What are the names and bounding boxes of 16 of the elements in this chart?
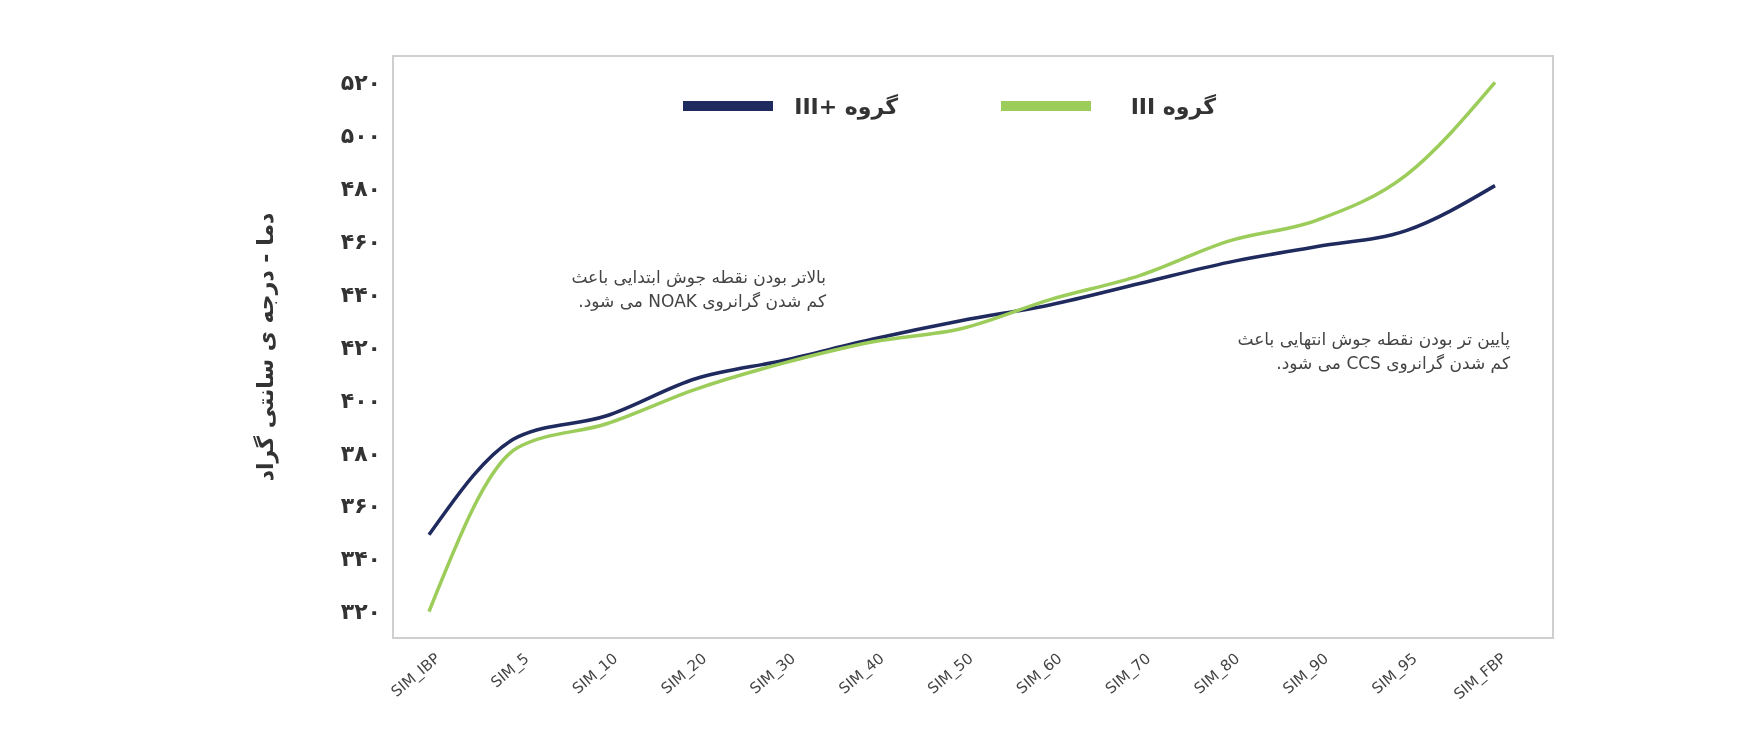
y-tick-label: ۳۲۰ xyxy=(340,599,381,625)
y-tick-label: ۴۰۰ xyxy=(340,387,381,413)
y-tick-label: ۴۸۰ xyxy=(340,175,381,201)
legend-label: گروه III xyxy=(1130,92,1217,120)
annotation: پایین تر بودن نقطه جوش انتهایی باعث کم شدن گرانروی CCS می شود. xyxy=(1237,329,1511,374)
y-tick-label: ۴۶۰ xyxy=(340,228,381,254)
legend-label: گروه +III xyxy=(794,92,899,120)
y-axis-title: دما - درجه ی سانتی گراد xyxy=(252,212,279,482)
y-tick-label: ۵۲۰ xyxy=(340,70,381,96)
y-tick-label: ۵۰۰ xyxy=(340,123,381,149)
annotation: بالاتر بودن نقطه جوش ابتدایی باعث کم شدن گرانروی NOAK می شود. xyxy=(571,267,827,312)
y-tick-label: ۳۶۰ xyxy=(340,493,381,519)
y-tick-label: ۴۴۰ xyxy=(340,281,381,307)
y-tick-label: ۴۲۰ xyxy=(340,334,381,360)
y-tick-label: ۳۸۰ xyxy=(340,440,381,466)
y-tick-label: ۳۴۰ xyxy=(340,546,381,572)
